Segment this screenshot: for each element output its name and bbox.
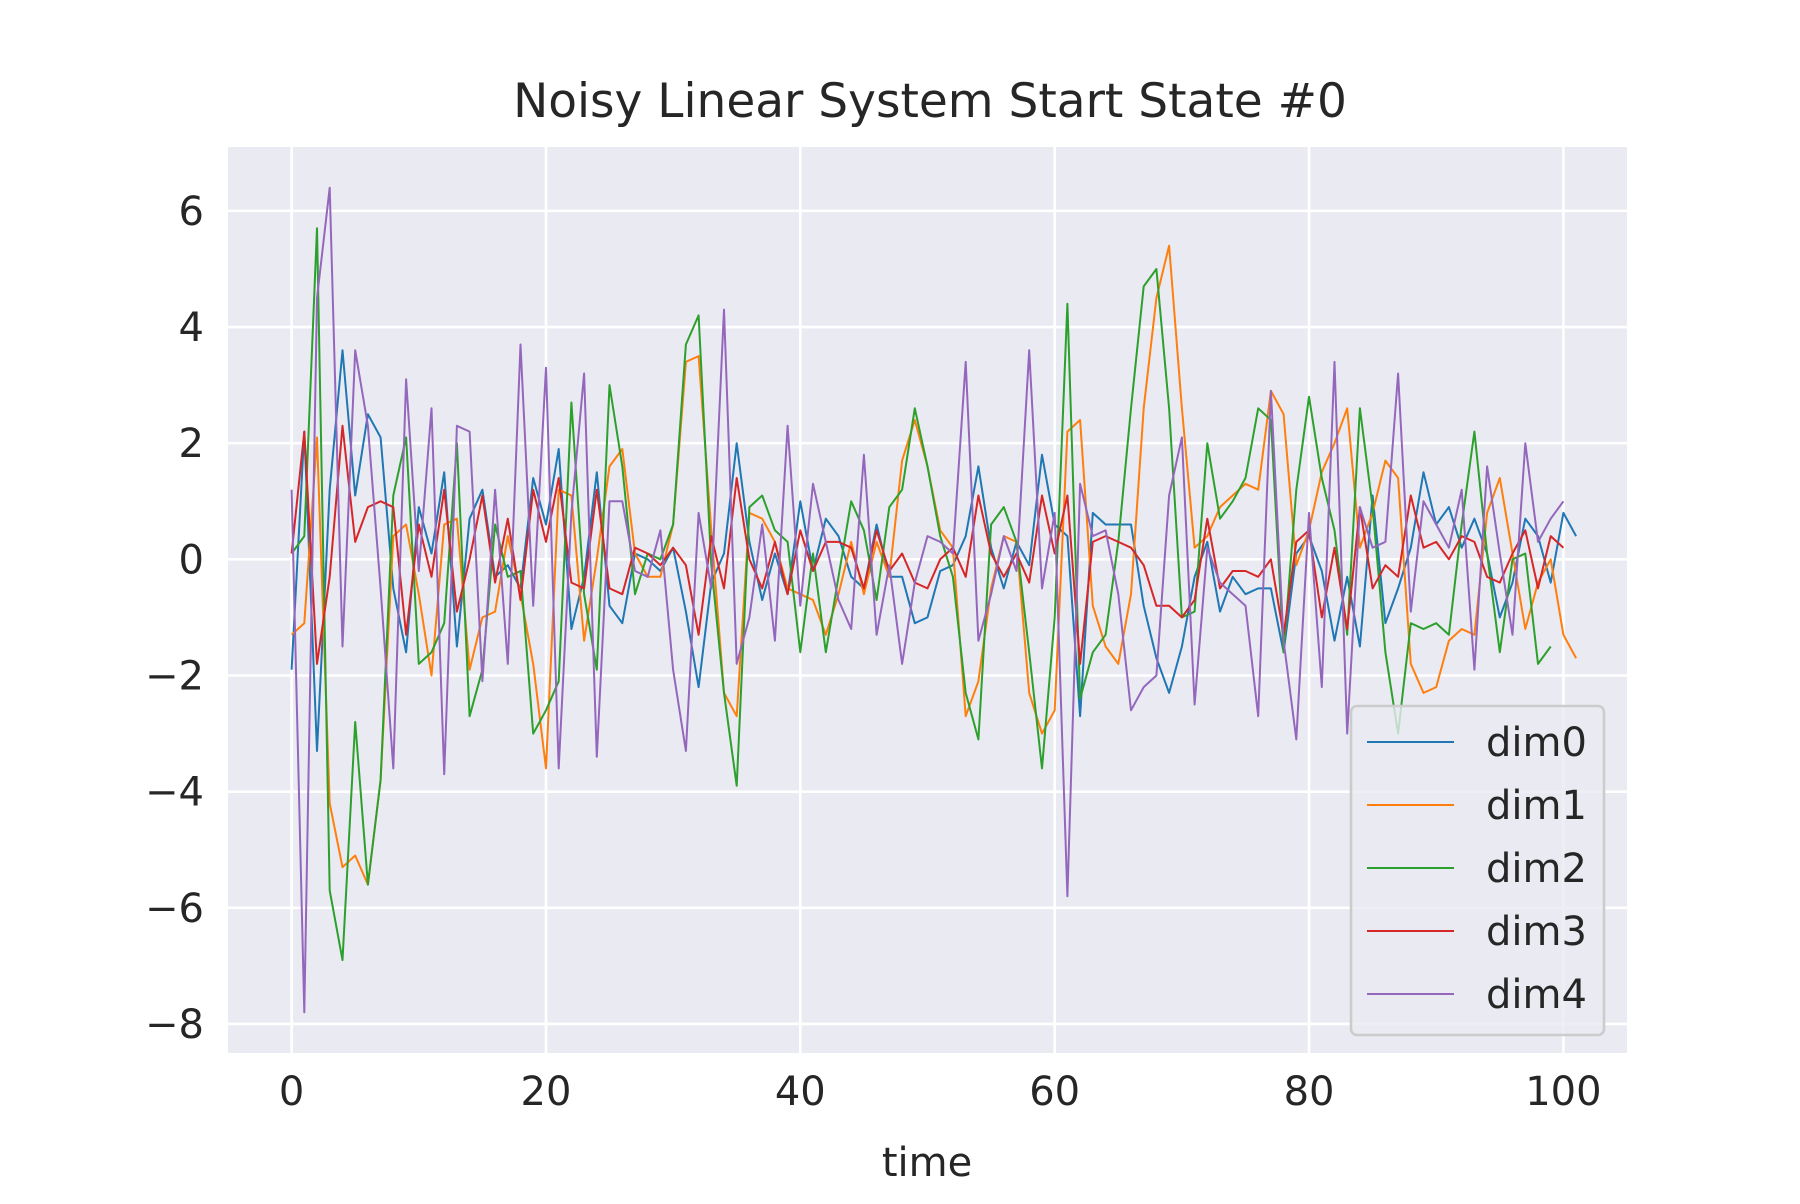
series-line-dim3 [290, 424, 1565, 665]
x-tick-label: 0 [279, 1069, 304, 1115]
legend-label: dim4 [1486, 972, 1587, 1018]
legend-label: dim3 [1486, 909, 1587, 955]
y-tick-label: −6 [145, 886, 204, 932]
x-tick-label: 40 [775, 1069, 826, 1115]
legend-label: dim0 [1486, 720, 1587, 766]
legend: dim0 dim1 dim2 dim3 dim4 [1349, 704, 1606, 1037]
legend-label: dim1 [1486, 783, 1587, 829]
legend-label: dim2 [1486, 846, 1587, 892]
x-tick-label: 100 [1525, 1069, 1601, 1115]
x-tick-label: 80 [1284, 1069, 1335, 1115]
tick-labels: 0 20 40 60 80 100 −8 −6 −4 −2 0 2 4 6 [145, 189, 1602, 1115]
x-tick-label: 20 [521, 1069, 572, 1115]
y-tick-label: −4 [145, 770, 204, 816]
y-tick-label: −8 [145, 1002, 204, 1048]
y-tick-label: 0 [179, 537, 204, 583]
legend-frame [1349, 704, 1606, 1037]
chart-title: Noisy Linear System Start State #0 [513, 74, 1347, 129]
series-lines [290, 186, 1577, 1014]
y-tick-label: 6 [179, 189, 204, 235]
x-axis-label: time [882, 1140, 972, 1186]
series-line-dim4 [290, 186, 1565, 1014]
y-tick-label: −2 [145, 654, 204, 700]
y-tick-label: 4 [179, 305, 204, 351]
y-tick-label: 2 [179, 421, 204, 467]
x-tick-label: 60 [1029, 1069, 1080, 1115]
